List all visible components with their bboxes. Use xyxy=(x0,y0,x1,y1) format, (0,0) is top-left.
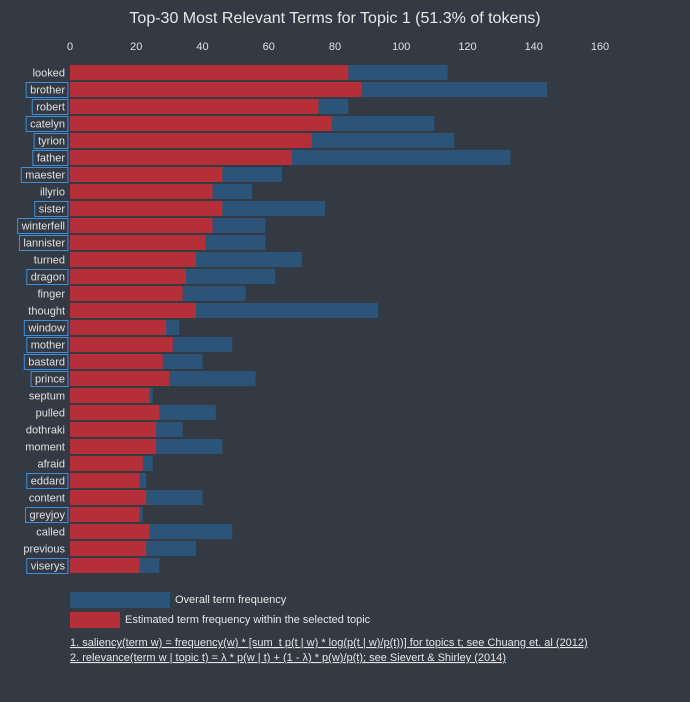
x-tick-label: 40 xyxy=(196,41,208,53)
x-axis: 0 20 40 60 80 100 120 140 160 xyxy=(67,41,609,53)
term-label-dothraki[interactable]: dothraki xyxy=(26,425,65,437)
legend-overall-label: Overall term frequency xyxy=(175,594,287,606)
bar-topic-finger[interactable] xyxy=(70,286,183,301)
term-highlight-box xyxy=(26,269,69,285)
bar-topic-illyrio[interactable] xyxy=(70,184,213,199)
term-label-called[interactable]: called xyxy=(36,527,65,539)
bar-topic-dothraki[interactable] xyxy=(70,422,157,437)
x-tick-label: 160 xyxy=(591,41,609,53)
term-label-father[interactable]: father xyxy=(37,153,65,165)
term-label-pulled[interactable]: pulled xyxy=(36,408,65,420)
term-label-septum[interactable]: septum xyxy=(29,391,65,403)
bar-topic-bastard[interactable] xyxy=(70,354,163,369)
bar-topic-prince[interactable] xyxy=(70,371,170,386)
legend-overall-swatch xyxy=(70,592,170,608)
term-highlight-box xyxy=(17,218,69,234)
term-label-robert[interactable]: robert xyxy=(36,102,65,114)
term-highlight-box xyxy=(25,507,69,523)
term-label-illyrio[interactable]: illyrio xyxy=(40,187,65,199)
bar-topic-called[interactable] xyxy=(70,524,150,539)
term-label-brother[interactable]: brother xyxy=(30,85,65,97)
term-highlight-box xyxy=(25,82,69,98)
bar-topic-septum[interactable] xyxy=(70,388,150,403)
legend-topic-label: Estimated term frequency within the sele… xyxy=(125,614,371,626)
term-highlight-box xyxy=(25,116,69,132)
term-label-window[interactable]: window xyxy=(27,323,65,335)
term-label-maester[interactable]: maester xyxy=(25,170,65,182)
term-label-dragon[interactable]: dragon xyxy=(31,272,65,284)
x-tick-label: 80 xyxy=(329,41,341,53)
term-highlight-box xyxy=(23,320,69,336)
term-label-thought[interactable]: thought xyxy=(28,306,65,318)
term-highlight-box xyxy=(18,235,69,251)
x-tick-label: 140 xyxy=(525,41,543,53)
term-label-winterfell[interactable]: winterfell xyxy=(21,221,65,233)
relevance-footnote-link[interactable]: 2. relevance(term w | topic t) = λ * p(w… xyxy=(70,652,506,664)
term-label-lannister[interactable]: lannister xyxy=(23,238,65,250)
term-label-greyjoy[interactable]: greyjoy xyxy=(30,510,66,522)
bar-topic-afraid[interactable] xyxy=(70,456,143,471)
term-label-tyrion[interactable]: tyrion xyxy=(38,136,65,148)
term-label-content[interactable]: content xyxy=(29,493,65,505)
bar-topic-winterfell[interactable] xyxy=(70,218,213,233)
bar-topic-window[interactable] xyxy=(70,320,167,335)
bar-topic-greyjoy[interactable] xyxy=(70,507,140,522)
x-tick-label: 0 xyxy=(67,41,73,53)
term-label-viserys[interactable]: viserys xyxy=(31,561,66,573)
term-label-sister[interactable]: sister xyxy=(39,204,66,216)
bar-topic-viserys[interactable] xyxy=(70,558,140,573)
bar-series xyxy=(70,65,547,573)
bar-topic-content[interactable] xyxy=(70,490,147,505)
term-label-eddard[interactable]: eddard xyxy=(31,476,65,488)
x-tick-label: 120 xyxy=(458,41,476,53)
term-highlight-box xyxy=(23,354,69,370)
bar-topic-father[interactable] xyxy=(70,150,292,165)
term-label-looked[interactable]: looked xyxy=(33,68,65,80)
x-tick-label: 20 xyxy=(130,41,142,53)
saliency-footnote-link[interactable]: 1. saliency(term w) = frequency(w) * [su… xyxy=(70,637,588,649)
bar-topic-pulled[interactable] xyxy=(70,405,160,420)
term-label-bastard[interactable]: bastard xyxy=(28,357,65,369)
term-highlight-box xyxy=(34,201,69,217)
term-highlight-box xyxy=(26,473,69,489)
bar-topic-robert[interactable] xyxy=(70,99,319,114)
term-highlight-box xyxy=(26,558,69,574)
legend-topic-swatch xyxy=(70,612,120,628)
legend: Overall term frequency Estimated term fr… xyxy=(70,592,371,628)
bar-topic-catelyn[interactable] xyxy=(70,116,332,131)
bar-topic-brother[interactable] xyxy=(70,82,362,97)
term-highlight-box xyxy=(20,167,69,183)
term-label-catelyn[interactable]: catelyn xyxy=(30,119,65,131)
term-highlight-box xyxy=(30,371,69,387)
x-tick-label: 60 xyxy=(263,41,275,53)
chart-title: Top-30 Most Relevant Terms for Topic 1 (… xyxy=(129,10,540,27)
bar-topic-sister[interactable] xyxy=(70,201,223,216)
term-label-previous[interactable]: previous xyxy=(23,544,65,556)
term-highlight-box xyxy=(32,150,69,166)
term-highlight-box xyxy=(26,337,69,353)
bar-topic-looked[interactable] xyxy=(70,65,349,80)
term-highlight-box xyxy=(33,133,69,149)
bar-topic-moment[interactable] xyxy=(70,439,157,454)
bar-topic-lannister[interactable] xyxy=(70,235,206,250)
bar-topic-dragon[interactable] xyxy=(70,269,186,284)
bar-topic-eddard[interactable] xyxy=(70,473,140,488)
bar-topic-tyrion[interactable] xyxy=(70,133,312,148)
term-highlight-box xyxy=(31,99,69,115)
bar-topic-mother[interactable] xyxy=(70,337,173,352)
bar-topic-thought[interactable] xyxy=(70,303,196,318)
term-label-prince[interactable]: prince xyxy=(35,374,65,386)
term-label-finger[interactable]: finger xyxy=(37,289,65,301)
bar-topic-turned[interactable] xyxy=(70,252,196,267)
bar-topic-previous[interactable] xyxy=(70,541,147,556)
term-label-mother[interactable]: mother xyxy=(31,340,66,352)
term-label-turned[interactable]: turned xyxy=(34,255,65,267)
term-label-afraid[interactable]: afraid xyxy=(37,459,65,471)
term-labels: looked brother robert catelyn tyrion father ma… xyxy=(17,68,69,574)
bar-topic-maester[interactable] xyxy=(70,167,223,182)
x-tick-label: 100 xyxy=(392,41,410,53)
term-label-moment[interactable]: moment xyxy=(25,442,65,454)
